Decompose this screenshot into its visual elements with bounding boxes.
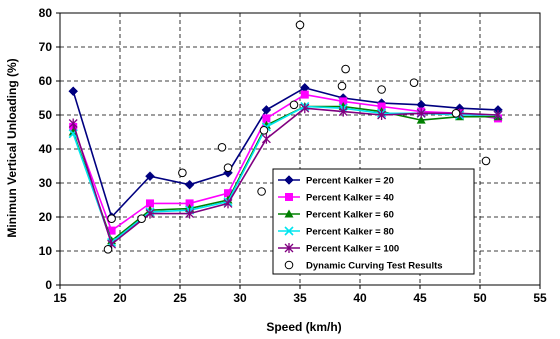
data-point [300,103,310,114]
data-point [295,20,305,30]
y-tick-label: 60 [39,74,53,88]
data-point [223,163,233,172]
data-point [300,90,309,99]
y-axis-title: Minimun Vertical Unloading (%) [5,58,19,237]
legend-entry: Percent Kalker = 20 [278,175,394,187]
data-point [107,214,116,223]
data-point [377,85,386,94]
legend-entry: Percent Kalker = 80 [278,226,394,238]
data-point [339,97,348,106]
data-point [416,108,426,119]
data-point [416,115,426,124]
data-point [409,78,419,87]
data-point [259,126,269,135]
legend-label: Percent Kalker = 100 [306,244,399,255]
data-point [493,110,503,120]
data-point [178,168,187,178]
series-layer [68,20,503,254]
legend-entry: Percent Kalker = 40 [278,193,394,204]
data-point [261,133,271,144]
x-tick-label: 55 [533,291,547,305]
data-point [137,214,146,223]
y-tick-label: 80 [39,6,53,20]
x-tick-label: 20 [113,291,127,305]
data-point [103,245,113,254]
legend-label: Percent Kalker = 60 [306,210,394,221]
series-line [72,93,499,232]
data-point [145,208,155,219]
data-point [337,81,347,91]
legend-entry: Percent Kalker = 60 [278,209,394,221]
legend-label: Percent Kalker = 80 [306,227,394,238]
data-point [107,226,116,235]
y-tick-label: 0 [45,278,52,292]
axes [56,12,541,289]
legend-entry: Percent Kalker = 100 [278,243,399,255]
data-point [68,86,79,97]
y-tick-label: 20 [39,210,53,224]
data-point [223,198,233,209]
data-point [224,189,232,198]
data-point [262,114,271,123]
data-point [289,100,299,110]
tick-labels: 15 20 25 30 35 40 45 50 55 0 10 20 30 40 50 60 70 80 [39,6,547,305]
data-point [68,118,78,129]
x-tick-label: 15 [53,291,67,305]
legend-marker [284,175,294,185]
data-point [341,64,350,74]
y-tick-label: 50 [39,108,53,122]
legend-label: Percent Kalker = 40 [306,193,394,204]
legend-marker [284,243,294,253]
x-tick-label: 25 [173,291,187,305]
x-tick-label: 45 [413,291,427,305]
x-axis-title: Speed (km/h) [266,320,341,334]
x-tick-label: 50 [473,291,487,305]
data-point [185,199,194,208]
legend-entry: Dynamic Curving Test Results [284,260,443,272]
data-point [377,102,386,111]
legend-marker [284,226,294,236]
legend-marker [284,209,294,218]
data-point [451,109,461,118]
data-point [185,208,195,219]
data-point [68,127,78,136]
legend-label: Percent Kalker = 20 [306,176,394,187]
series-6 [103,20,491,254]
data-point [257,187,266,196]
legend-label: Dynamic Curving Test Results [306,261,443,272]
data-point [377,110,387,120]
data-point [217,143,227,152]
y-tick-label: 10 [39,244,53,258]
data-point [481,156,491,166]
legend: Percent Kalker = 20 Percent Kalker = 40 Pe… [272,168,475,275]
data-point [338,106,348,117]
x-tick-label: 35 [293,291,307,305]
x-tick-label: 30 [233,291,247,305]
legend-marker [284,260,294,270]
plot-frame [59,12,541,286]
data-point [184,179,195,190]
data-point [146,199,154,208]
data-point [145,171,155,182]
legend-box [272,168,475,275]
y-tick-label: 30 [39,176,53,190]
x-tick-label: 40 [353,291,367,305]
y-tick-label: 70 [39,40,53,54]
legend-marker [285,193,293,201]
y-tick-label: 40 [39,142,53,156]
series-line [72,86,499,219]
